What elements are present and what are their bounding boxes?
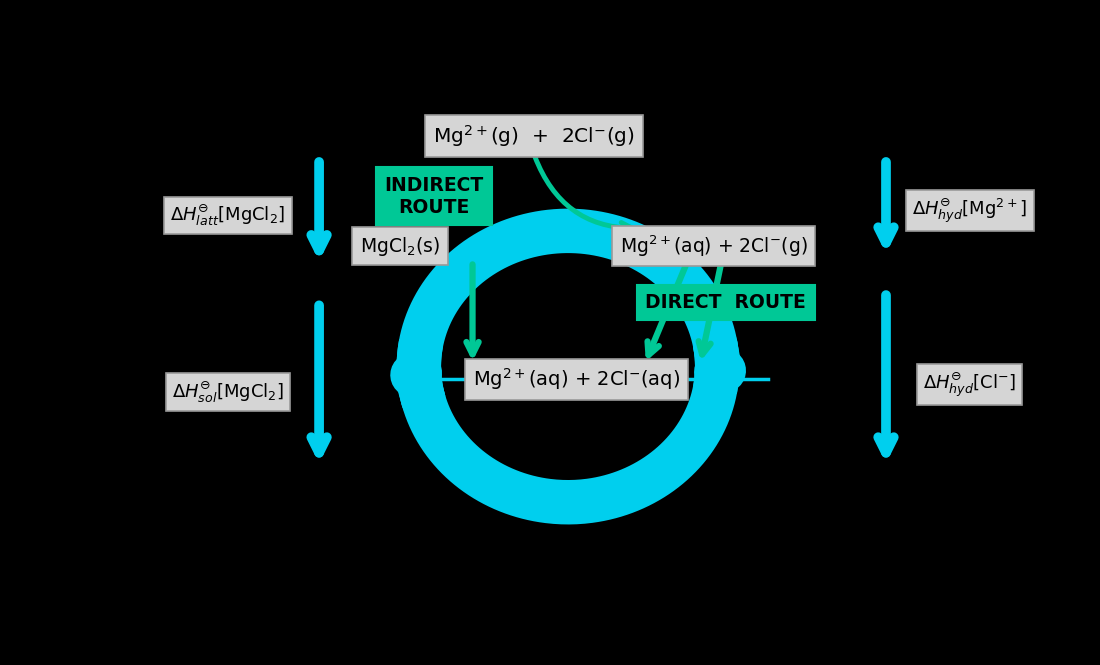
Text: DIRECT  ROUTE: DIRECT ROUTE [646, 293, 806, 312]
Text: INDIRECT
ROUTE: INDIRECT ROUTE [385, 176, 484, 217]
Text: $\Delta H^{\ominus}_{hyd}$[Mg$^{2+}$]: $\Delta H^{\ominus}_{hyd}$[Mg$^{2+}$] [912, 196, 1027, 225]
Text: Mg$^{2+}$(aq) + 2Cl$^{-}$(g): Mg$^{2+}$(aq) + 2Cl$^{-}$(g) [620, 233, 807, 259]
Text: Mg$^{2+}$(g)  +  2Cl$^{-}$(g): Mg$^{2+}$(g) + 2Cl$^{-}$(g) [433, 123, 635, 149]
Text: $\Delta H^{\ominus}_{sol}$[MgCl$_2$]: $\Delta H^{\ominus}_{sol}$[MgCl$_2$] [172, 380, 284, 405]
Text: $\Delta H^{\ominus}_{latt}$[MgCl$_2$]: $\Delta H^{\ominus}_{latt}$[MgCl$_2$] [170, 203, 286, 228]
FancyArrowPatch shape [535, 157, 632, 233]
Text: Mg$^{2+}$(aq) + 2Cl$^{-}$(aq): Mg$^{2+}$(aq) + 2Cl$^{-}$(aq) [473, 366, 680, 392]
Text: MgCl$_2$(s): MgCl$_2$(s) [360, 235, 440, 258]
Text: $\Delta H^{\ominus}_{hyd}$[Cl$^{-}$]: $\Delta H^{\ominus}_{hyd}$[Cl$^{-}$] [923, 370, 1016, 398]
